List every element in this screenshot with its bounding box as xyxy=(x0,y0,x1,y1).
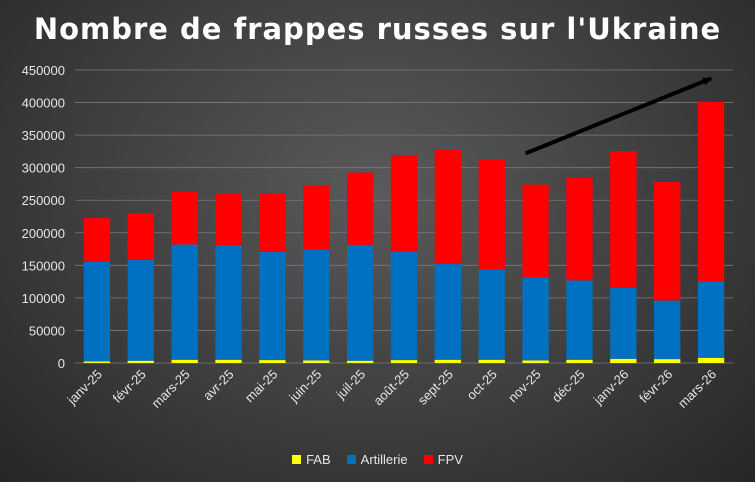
bar-fpv-août-25 xyxy=(390,154,418,252)
x-axis: janv-25 févr-25 mars-25 avr-25 mai-25 juin-25… xyxy=(64,367,720,411)
legend-swatch-fab xyxy=(292,455,302,464)
y-tick-label: 250000 xyxy=(22,193,65,208)
bar-fpv-janv-26 xyxy=(610,151,637,288)
y-tick-label: 450000 xyxy=(22,63,65,78)
bar-fpv-sept-25 xyxy=(434,150,462,265)
bar-artillerie-déc-25 xyxy=(566,280,593,360)
x-tick-label: juin-25 xyxy=(285,367,324,406)
x-tick-label: août-25 xyxy=(370,367,412,409)
bar-artillerie-sept-25 xyxy=(434,264,462,360)
bar-fpv-janv-25 xyxy=(83,218,111,262)
y-tick-label: 150000 xyxy=(22,258,65,273)
bar-artillerie-juin-25 xyxy=(303,249,330,361)
x-tick-label: févr-25 xyxy=(110,367,149,406)
bar-fpv-févr-26 xyxy=(654,181,681,301)
legend-label-fpv: FPV xyxy=(437,452,463,467)
bar-artillerie-avr-25 xyxy=(215,245,242,360)
bar-fab-avr-25 xyxy=(215,359,242,363)
bar-artillerie-févr-26 xyxy=(654,300,681,360)
bar-artillerie-janv-26 xyxy=(610,287,637,359)
bar-fpv-mars-25 xyxy=(171,191,198,245)
x-tick-label: oct-25 xyxy=(464,367,500,403)
y-tick-label: 400000 xyxy=(22,96,65,111)
bar-fpv-juil-25 xyxy=(346,172,374,245)
bar-artillerie-janv-25 xyxy=(83,261,111,362)
x-tick-label: janv-26 xyxy=(590,367,631,408)
bar-fpv-avr-25 xyxy=(215,193,242,246)
bar-fab-juin-25 xyxy=(303,360,330,363)
x-tick-label: juil-25 xyxy=(332,367,368,403)
x-tick-label: mars-26 xyxy=(675,367,719,411)
bar-fab-mai-25 xyxy=(259,360,286,363)
legend-item-fpv: FPV xyxy=(423,452,463,467)
bar-artillerie-mars-25 xyxy=(171,244,198,360)
legend-label-fab: FAB xyxy=(306,452,331,467)
y-tick-label: 200000 xyxy=(22,226,65,241)
bar-fab-août-25 xyxy=(390,360,418,363)
bar-fpv-oct-25 xyxy=(478,159,505,270)
bar-artillerie-juil-25 xyxy=(346,244,374,361)
bar-fpv-mars-26 xyxy=(697,101,725,282)
legend-swatch-fpv xyxy=(423,455,433,464)
bar-fpv-nov-25 xyxy=(522,184,549,278)
bar-artillerie-nov-25 xyxy=(522,277,549,361)
bar-artillerie-oct-25 xyxy=(478,269,505,360)
bar-fab-févr-25 xyxy=(127,360,154,363)
legend-label-artillerie: Artillerie xyxy=(360,452,408,467)
bar-fab-juil-25 xyxy=(346,360,374,363)
bar-fab-mars-25 xyxy=(171,359,198,363)
bar-fab-mars-26 xyxy=(697,357,725,363)
bar-artillerie-août-25 xyxy=(390,251,418,361)
chart-title: Nombre de frappes russes sur l'Ukraine xyxy=(33,12,722,46)
x-tick-label: déc-25 xyxy=(549,367,588,406)
bar-artillerie-mai-25 xyxy=(259,251,286,361)
y-tick-label: 50000 xyxy=(29,323,65,338)
annotations xyxy=(524,76,713,156)
bar-fpv-juin-25 xyxy=(303,185,330,250)
bar-fab-nov-25 xyxy=(522,360,549,363)
legend: FAB Artillerie FPV xyxy=(0,452,755,467)
x-tick-label: nov-25 xyxy=(505,367,544,406)
x-tick-label: janv-25 xyxy=(64,367,105,408)
bar-fab-déc-25 xyxy=(566,359,593,363)
y-tick-label: 0 xyxy=(58,356,65,371)
bar-fpv-févr-25 xyxy=(127,213,154,260)
bar-fpv-mai-25 xyxy=(259,193,286,252)
x-tick-label: févr-26 xyxy=(636,367,675,406)
x-tick-label: mars-25 xyxy=(148,367,192,411)
y-tick-label: 300000 xyxy=(22,161,65,176)
bar-fab-janv-25 xyxy=(83,361,111,363)
x-tick-label: avr-25 xyxy=(200,367,237,404)
y-tick-label: 350000 xyxy=(22,128,65,143)
legend-item-artillerie: Artillerie xyxy=(346,452,408,467)
y-axis: 0 50000 100000 150000 200000 250000 300000 3500… xyxy=(22,63,65,371)
x-tick-label: mai-25 xyxy=(242,367,281,406)
bar-fab-sept-25 xyxy=(434,359,462,363)
bar-fab-févr-26 xyxy=(654,359,681,363)
trend-arrow xyxy=(524,76,713,156)
x-tick-label: sept-25 xyxy=(415,367,456,408)
bar-fab-oct-25 xyxy=(478,359,505,363)
bar-fab-janv-26 xyxy=(610,358,637,363)
bars xyxy=(83,101,725,363)
y-tick-label: 100000 xyxy=(22,291,65,306)
legend-item-fab: FAB xyxy=(292,452,331,467)
bar-artillerie-févr-25 xyxy=(127,259,154,361)
bar-artillerie-mars-26 xyxy=(697,281,725,358)
legend-swatch-artillerie xyxy=(346,455,356,464)
bar-fpv-déc-25 xyxy=(566,177,593,281)
